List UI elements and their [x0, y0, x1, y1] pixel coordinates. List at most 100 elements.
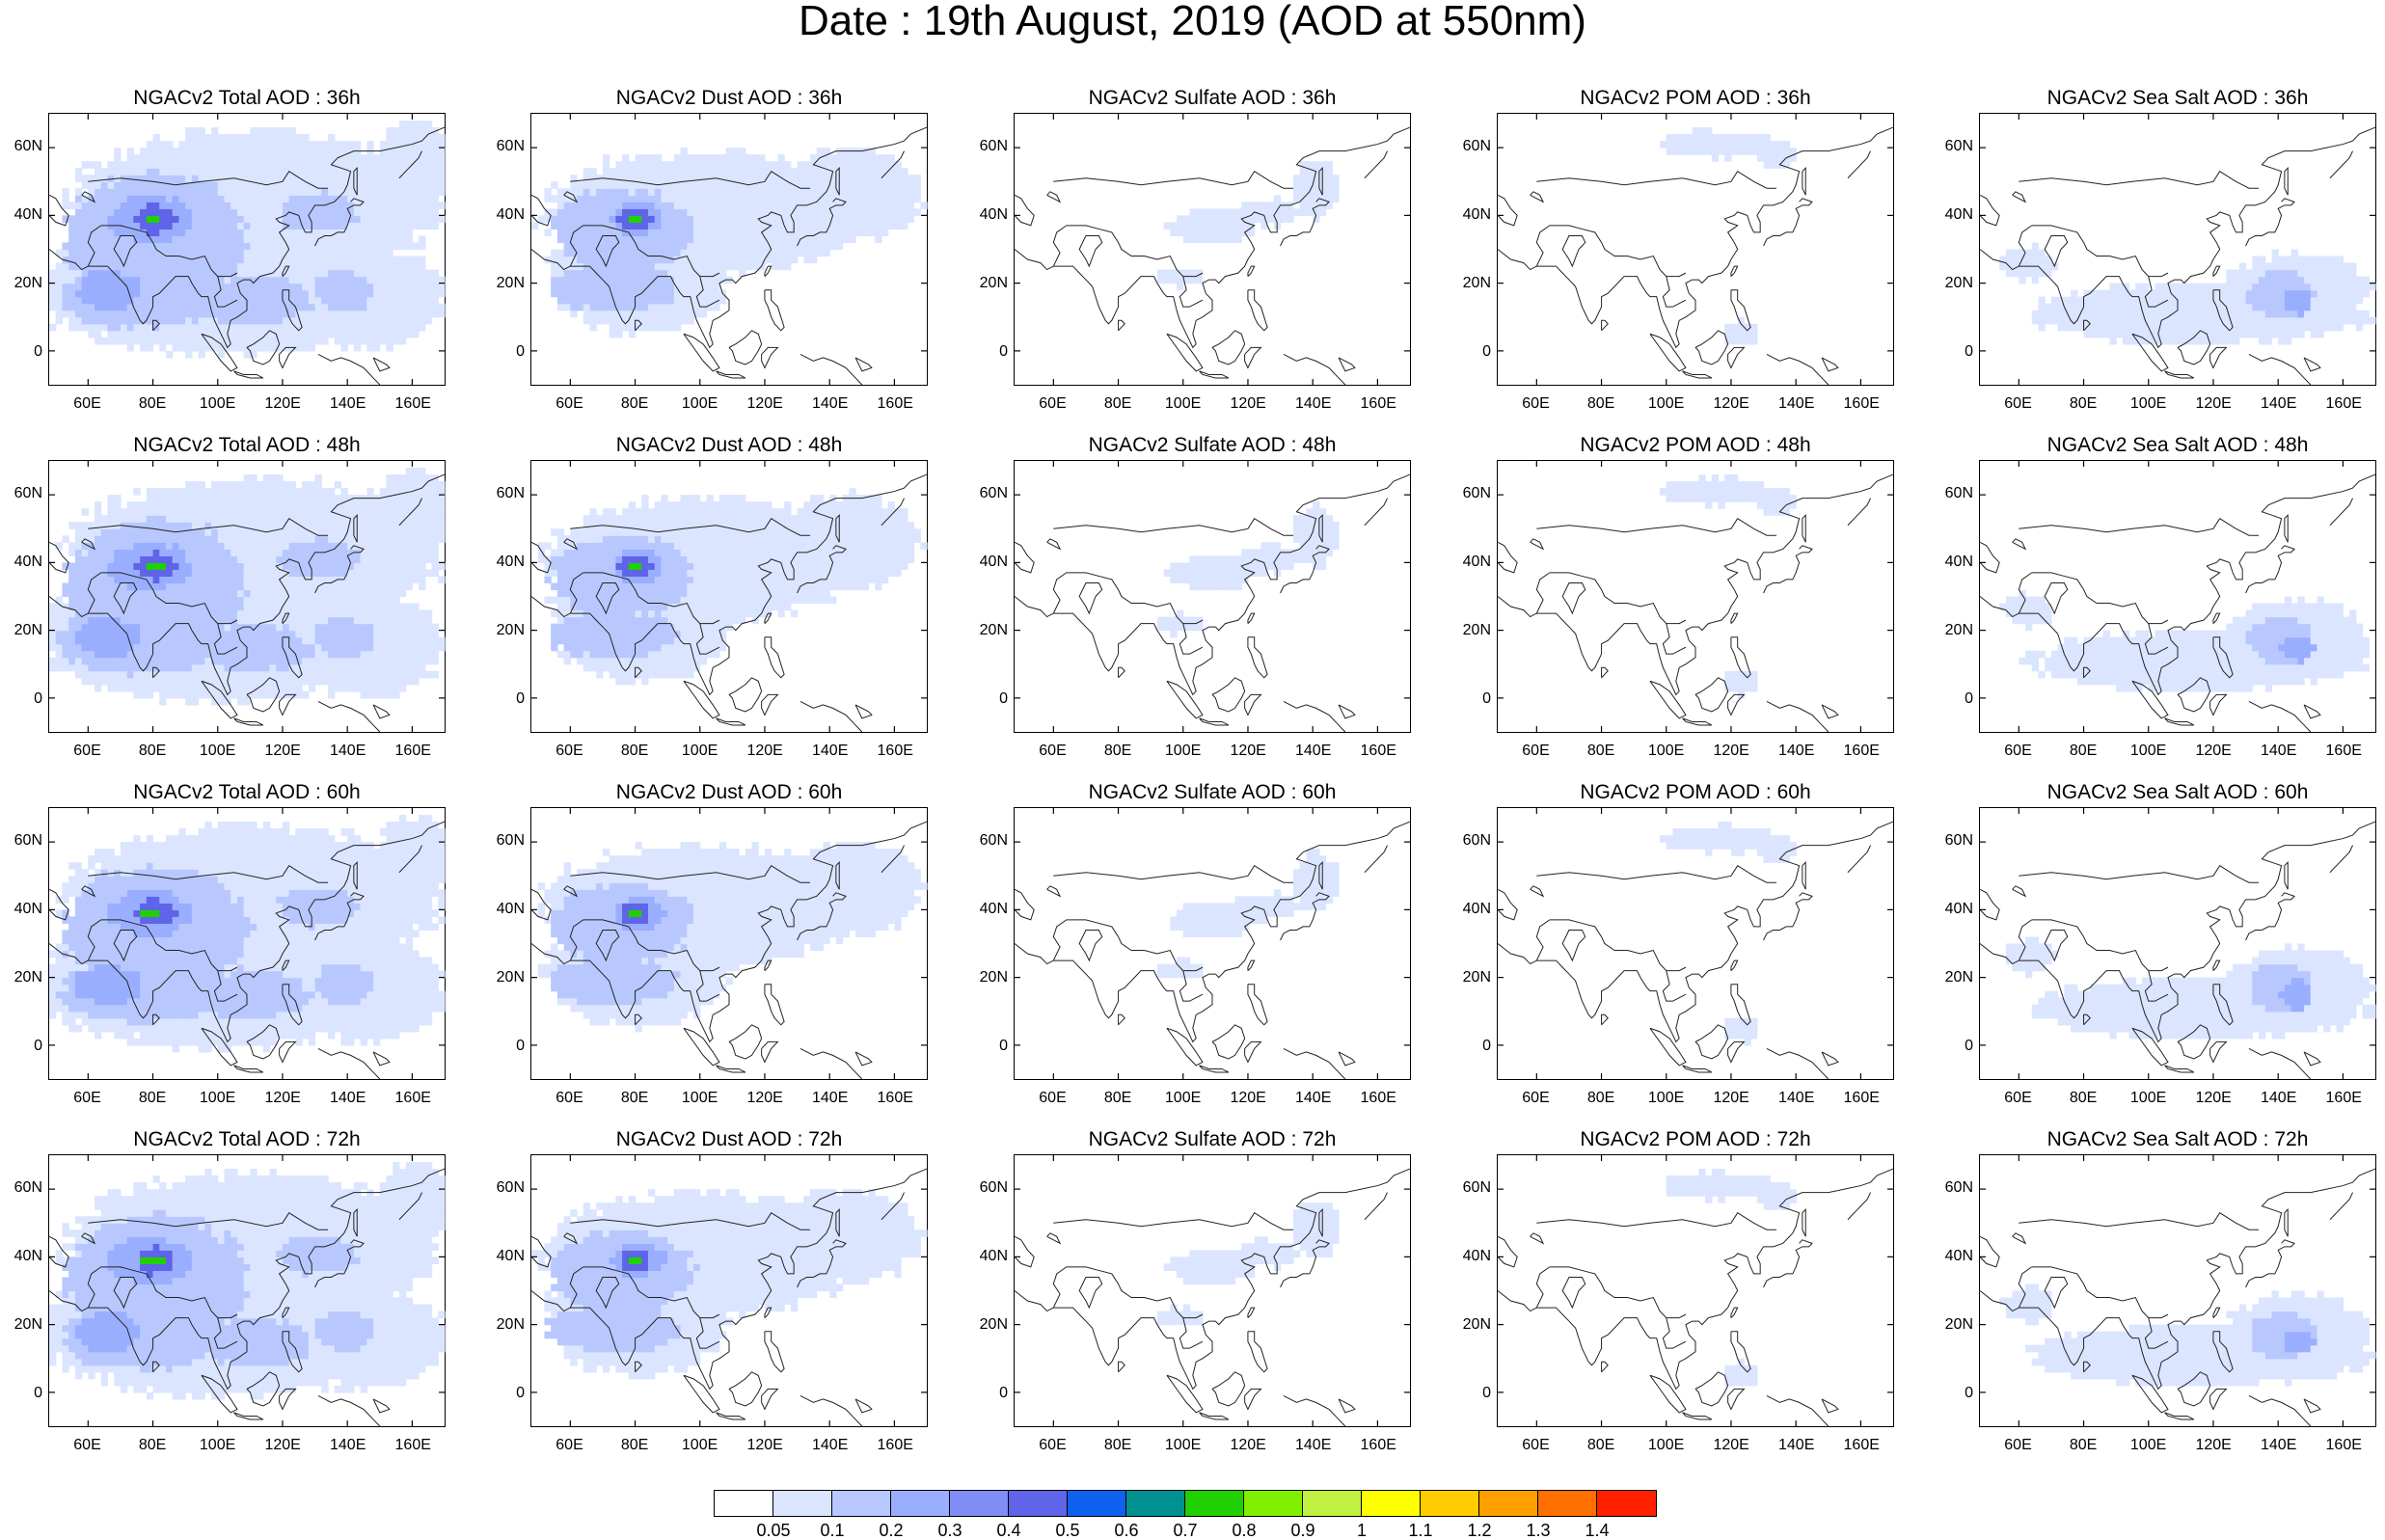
lon-label: 140E: [1289, 1437, 1338, 1454]
colorbar-tick-label: 0.7: [1156, 1521, 1214, 1540]
map-canvas: [49, 461, 445, 732]
coastline: [1200, 371, 1229, 378]
coastline: [1212, 678, 1245, 712]
colorbar-swatch: [1597, 1491, 1656, 1516]
lat-label: 40N: [965, 1248, 1008, 1265]
aod-shading: [538, 842, 928, 1032]
coastlines: [1015, 1169, 1410, 1426]
coastline: [1728, 694, 1745, 715]
lon-label: 100E: [2125, 395, 2173, 413]
coastline: [2330, 1193, 2353, 1220]
lon-label: 120E: [1224, 743, 1272, 760]
lat-label: 20N: [0, 969, 42, 986]
coastline: [1248, 637, 1267, 678]
lat-label: 20N: [1931, 622, 1973, 639]
colorbar-swatch: [1362, 1491, 1421, 1516]
map-canvas: [1015, 1155, 1410, 1426]
coastline: [1339, 358, 1355, 371]
lon-label: 60E: [64, 395, 112, 413]
coastline: [1053, 172, 1293, 189]
colorbar-tick-label: 1: [1333, 1521, 1391, 1540]
coastline: [1498, 1169, 1893, 1389]
coastline: [1248, 985, 1267, 1025]
lat-label: 40N: [0, 206, 42, 224]
map-canvas: [1980, 461, 2375, 732]
lat-label: 20N: [0, 275, 42, 292]
lat-label: 60N: [0, 1179, 42, 1197]
coastline: [1848, 151, 1871, 178]
lon-label: 120E: [2189, 395, 2237, 413]
coastline: [1536, 172, 1776, 189]
lon-label: 80E: [1577, 1090, 1625, 1107]
lat-label: 60N: [1449, 832, 1491, 850]
coastline: [1365, 151, 1388, 178]
coastline: [1167, 334, 1203, 371]
map-canvas: [1498, 461, 1893, 732]
lon-label: 140E: [1773, 395, 1821, 413]
coastline: [1079, 235, 1102, 266]
coastline: [1602, 1014, 1609, 1025]
coastline: [1015, 542, 1034, 573]
coastline: [855, 1399, 872, 1413]
lat-label: 0: [482, 1038, 525, 1055]
lon-label: 140E: [806, 1090, 854, 1107]
coastline: [2019, 519, 2259, 536]
aod-map: [1014, 460, 1411, 733]
coastline: [2304, 705, 2320, 718]
coastline: [1365, 846, 1388, 873]
lon-label: 60E: [1512, 743, 1560, 760]
coastline: [1047, 539, 1060, 550]
map-canvas: [1980, 114, 2375, 385]
coastline: [717, 718, 745, 725]
lon-label: 140E: [1773, 1090, 1821, 1107]
aod-map: [530, 1154, 928, 1427]
lon-label: 160E: [871, 1090, 919, 1107]
coastline: [1200, 1413, 1229, 1419]
lon-label: 60E: [1994, 743, 2043, 760]
lon-label: 100E: [676, 1437, 724, 1454]
coastline: [1079, 930, 1102, 960]
lon-label: 140E: [806, 395, 854, 413]
aod-map: [1979, 113, 2376, 386]
coastline: [2330, 151, 2353, 178]
lon-label: 60E: [1512, 1437, 1560, 1454]
coastline: [1536, 226, 1549, 266]
lon-label: 80E: [2059, 395, 2107, 413]
coastline: [1245, 347, 1261, 367]
coastline: [2285, 515, 2288, 542]
lon-label: 80E: [610, 743, 659, 760]
aod-map: [1979, 807, 2376, 1080]
lat-label: 20N: [1931, 1316, 1973, 1334]
aod-shading: [49, 121, 446, 358]
coastline: [2304, 1399, 2320, 1413]
coastline: [1728, 1389, 1745, 1409]
lon-label: 160E: [2319, 1437, 2368, 1454]
coastline: [1248, 960, 1255, 971]
lon-label: 80E: [1094, 1437, 1142, 1454]
coastline: [1802, 168, 1805, 195]
lon-label: 80E: [1577, 743, 1625, 760]
lon-label: 120E: [1224, 1090, 1272, 1107]
coastline: [2165, 1413, 2194, 1419]
lon-label: 60E: [1512, 395, 1560, 413]
lat-label: 60N: [965, 485, 1008, 502]
lat-label: 20N: [965, 1316, 1008, 1334]
coastline: [1212, 331, 1245, 365]
lat-label: 60N: [1931, 485, 1973, 502]
coastline: [800, 1395, 862, 1426]
lat-label: 60N: [482, 485, 525, 502]
aod-shading: [2006, 936, 2376, 1039]
lon-label: 80E: [1577, 395, 1625, 413]
coastline: [1053, 1267, 1066, 1308]
lat-label: 0: [965, 1038, 1008, 1055]
coastline: [1848, 499, 1871, 526]
coastline: [1119, 1362, 1125, 1372]
lon-label: 80E: [1094, 1090, 1142, 1107]
coastline: [1683, 1413, 1712, 1419]
